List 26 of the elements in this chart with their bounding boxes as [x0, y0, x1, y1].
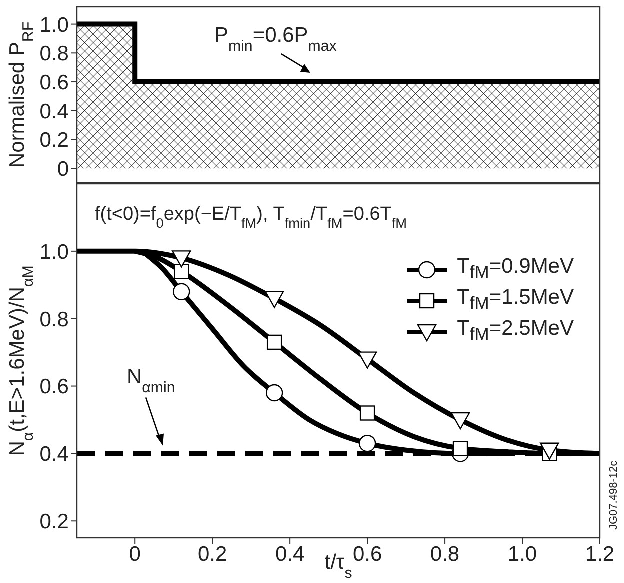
x-tick-label: 0.4	[275, 542, 305, 566]
x-axis-title: t/τ$_{s}$	[324, 551, 353, 582]
legend-label: T$_{fM}$=2.5MeV	[457, 316, 574, 347]
text: f(t<0)=f$_{0}$exp(−E/T$_{fM}$), T$_{fmin}$/T$_{fM}$=0.6T$_{fM}$	[95, 204, 408, 230]
x-tick-label: 0.6	[352, 542, 382, 566]
x-tick-label: 0	[129, 542, 141, 566]
y-tick-label: 0.8	[40, 308, 69, 332]
x-tick-label: 0.2	[198, 542, 228, 566]
y-tick-label: 0.2	[40, 510, 69, 534]
x-tick-label: 0.8	[430, 542, 460, 566]
y-tick-label: 0.6	[40, 71, 69, 94]
y-tick-label: 0.8	[40, 42, 69, 66]
y-tick-label: 0.2	[40, 129, 69, 152]
legend-label: T$_{fM}$=0.9MeV	[457, 254, 574, 284]
x-tick-label: 1.2	[585, 542, 615, 566]
y-tick-label: 1.0	[40, 14, 69, 37]
y-tick-label: 0.4	[40, 443, 70, 466]
y-tick-label: 1.0	[40, 240, 69, 264]
legend-label: T$_{fM}$=1.5MeV	[457, 285, 574, 316]
y-tick-label: 0	[57, 158, 69, 182]
y-tick-label: 0.4	[40, 100, 70, 124]
y-tick-label: 0.6	[40, 376, 69, 399]
text: JG07.498-12c	[608, 460, 620, 530]
x-tick-label: 1.0	[508, 542, 538, 566]
annotation: P$_{min}$=0.6P$_{max}$	[214, 24, 338, 55]
ref-line-label: N$_{αmin}$	[127, 366, 176, 396]
